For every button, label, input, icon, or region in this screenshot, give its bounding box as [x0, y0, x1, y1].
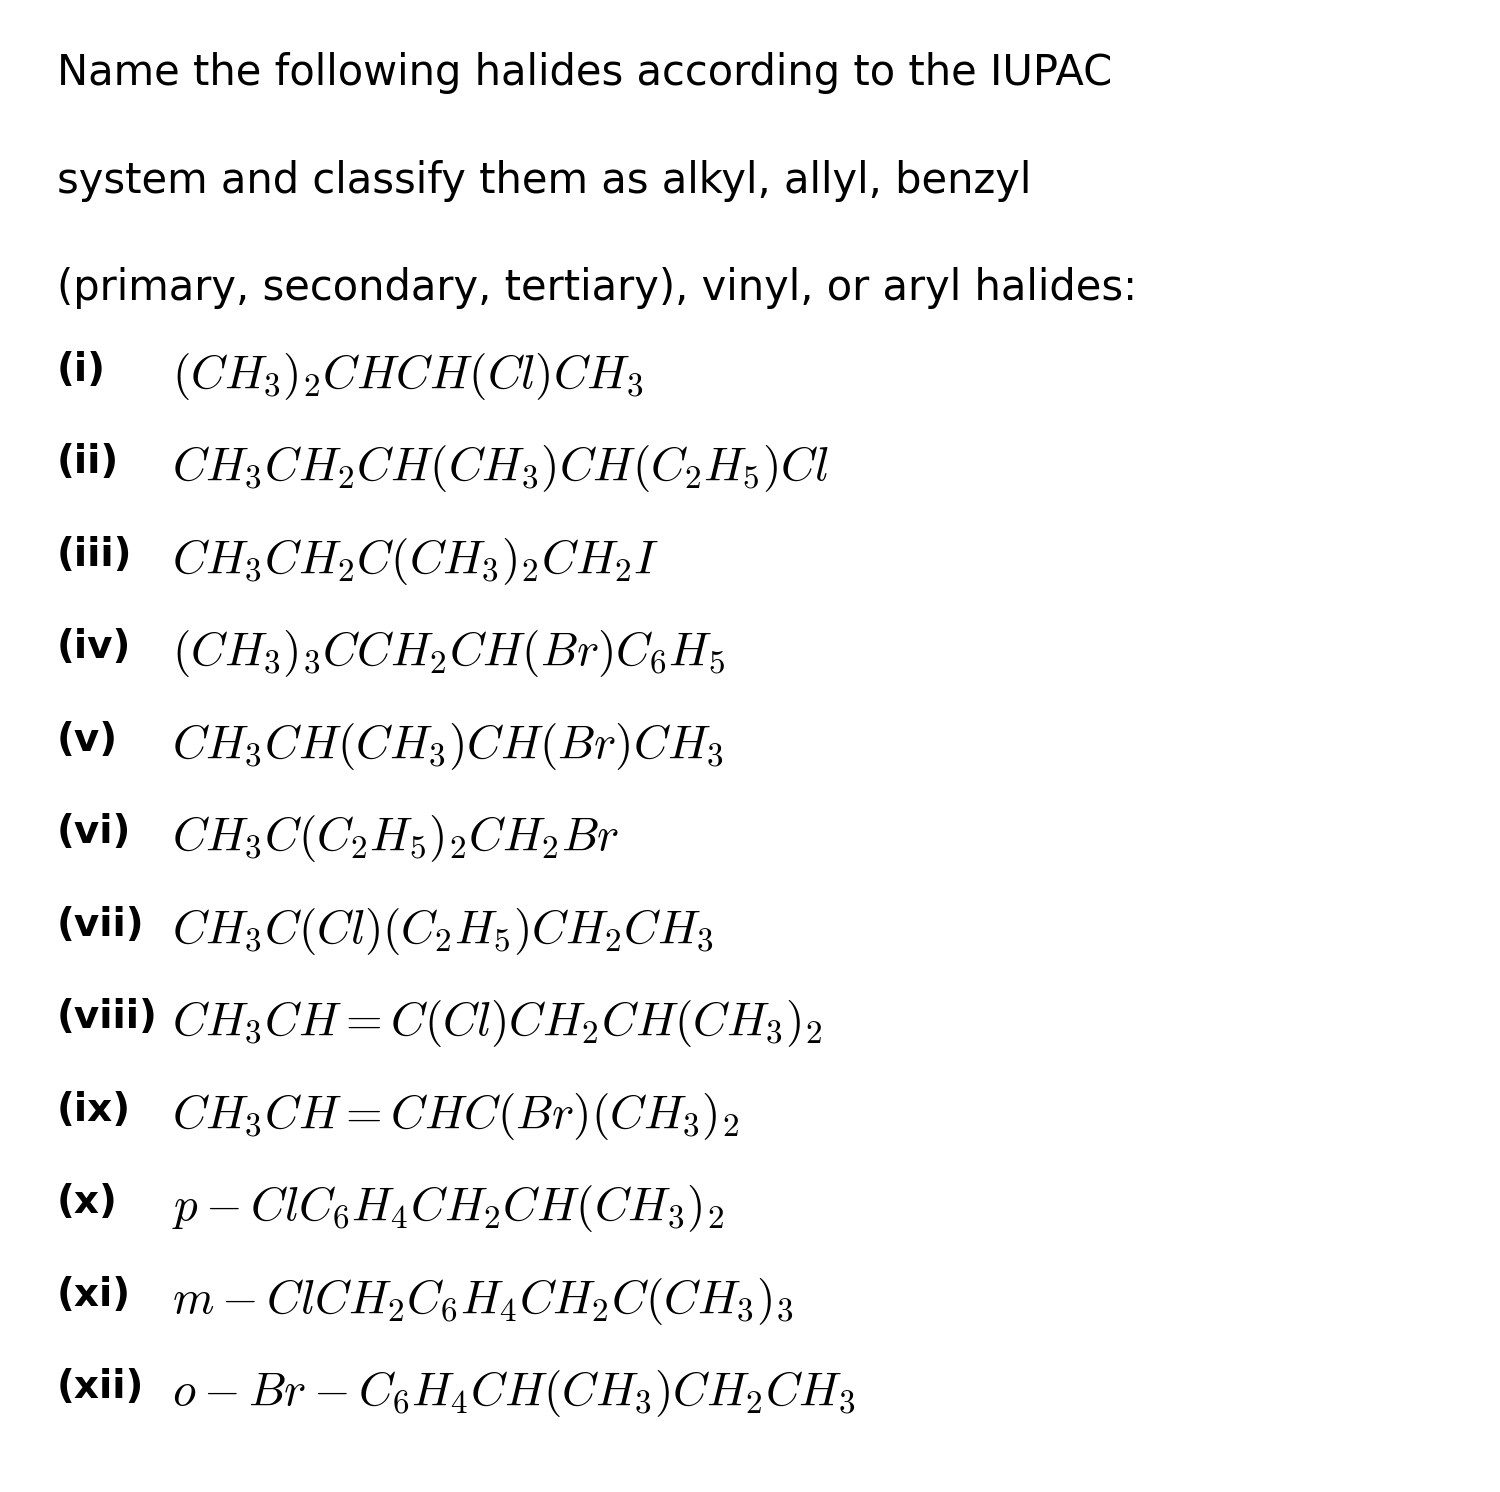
Text: (primary, secondary, tertiary), vinyl, or aryl halides:: (primary, secondary, tertiary), vinyl, o…: [57, 267, 1137, 309]
Text: (xii): (xii): [57, 1368, 144, 1405]
Text: $CH_3C(Cl)(C_2H_5)CH_2CH_3$: $CH_3C(Cl)(C_2H_5)CH_2CH_3$: [172, 906, 714, 956]
Text: (iv): (iv): [57, 628, 132, 665]
Text: Name the following halides according to the IUPAC: Name the following halides according to …: [57, 52, 1112, 94]
Text: (iii): (iii): [57, 536, 132, 573]
Text: (v): (v): [57, 721, 118, 758]
Text: $p-ClC_6H_4CH_2CH(CH_3)_2$: $p-ClC_6H_4CH_2CH(CH_3)_2$: [172, 1183, 724, 1234]
Text: $m-ClCH_2C_6H_4CH_2C(CH_3)_3$: $m-ClCH_2C_6H_4CH_2C(CH_3)_3$: [172, 1276, 794, 1326]
Text: $CH_3CH=C(Cl)CH_2CH(CH_3)_2$: $CH_3CH=C(Cl)CH_2CH(CH_3)_2$: [172, 998, 824, 1049]
Text: (ix): (ix): [57, 1091, 130, 1128]
Text: (x): (x): [57, 1183, 118, 1220]
Text: $(CH_3)_2CHCH(Cl)CH_3$: $(CH_3)_2CHCH(Cl)CH_3$: [172, 351, 644, 401]
Text: system and classify them as alkyl, allyl, benzyl: system and classify them as alkyl, allyl…: [57, 160, 1032, 201]
Text: $CH_3CH(CH_3)CH(Br)CH_3$: $CH_3CH(CH_3)CH(Br)CH_3$: [172, 721, 724, 771]
Text: (ii): (ii): [57, 443, 120, 480]
Text: $CH_3CH_2C(CH_3)_2CH_2I$: $CH_3CH_2C(CH_3)_2CH_2I$: [172, 536, 660, 586]
Text: $(CH_3)_3CCH_2CH(Br)C_6H_5$: $(CH_3)_3CCH_2CH(Br)C_6H_5$: [172, 628, 726, 679]
Text: (vi): (vi): [57, 813, 132, 850]
Text: (i): (i): [57, 351, 106, 388]
Text: $CH_3CH=CHC(Br)(CH_3)_2$: $CH_3CH=CHC(Br)(CH_3)_2$: [172, 1091, 740, 1141]
Text: (vii): (vii): [57, 906, 144, 943]
Text: (xi): (xi): [57, 1276, 130, 1313]
Text: $CH_3C(C_2H_5)_2CH_2Br$: $CH_3C(C_2H_5)_2CH_2Br$: [172, 813, 620, 864]
Text: (viii): (viii): [57, 998, 158, 1035]
Text: $o-Br-C_6H_4CH(CH_3)CH_2CH_3$: $o-Br-C_6H_4CH(CH_3)CH_2CH_3$: [172, 1368, 855, 1419]
Text: $CH_3CH_2CH(CH_3)CH(C_2H_5)Cl$: $CH_3CH_2CH(CH_3)CH(C_2H_5)Cl$: [172, 443, 830, 494]
